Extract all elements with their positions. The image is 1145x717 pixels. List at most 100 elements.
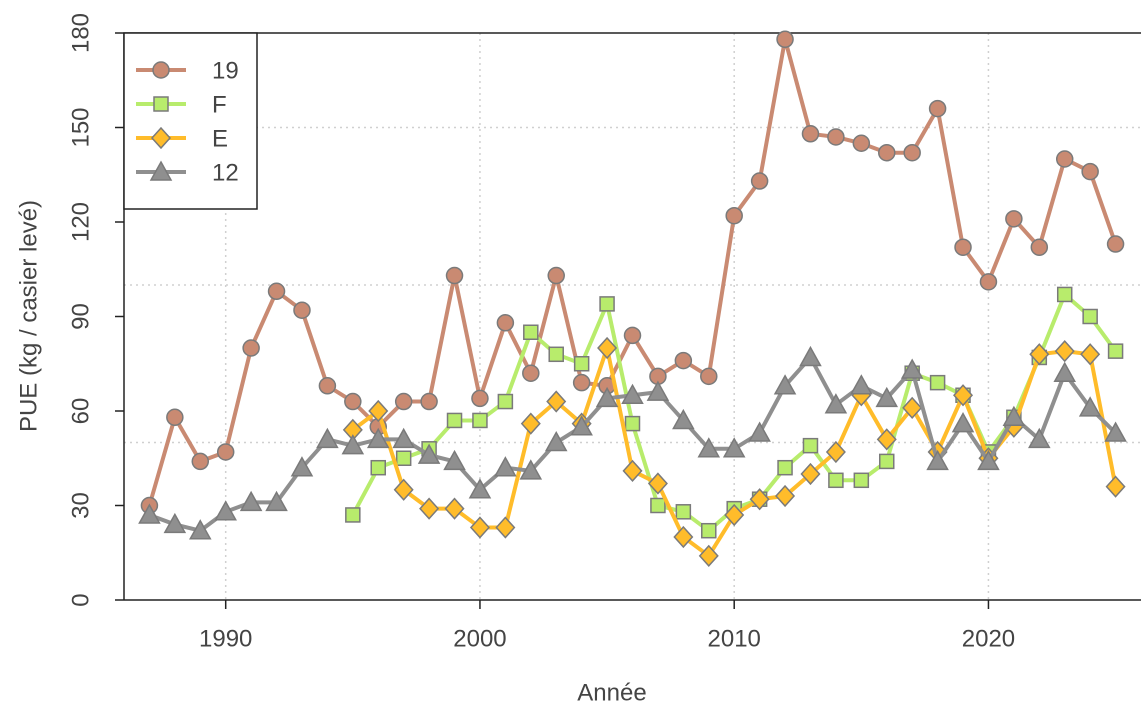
marker (242, 339, 260, 357)
marker (824, 393, 848, 414)
marker (954, 238, 972, 256)
marker (366, 427, 390, 449)
marker (929, 374, 946, 391)
marker (595, 386, 619, 408)
marker (853, 472, 870, 489)
series-line (148, 353, 1117, 533)
marker (522, 364, 540, 382)
marker (750, 172, 769, 190)
marker (979, 273, 998, 291)
x-axis-label: Année (577, 679, 646, 706)
marker (495, 516, 516, 539)
marker (879, 453, 895, 470)
marker (700, 367, 718, 386)
legend-box (123, 32, 258, 210)
marker (547, 266, 565, 285)
marker (697, 437, 721, 458)
marker (519, 459, 543, 480)
marker (420, 392, 438, 411)
marker (722, 437, 746, 458)
marker (1081, 162, 1099, 181)
marker (597, 336, 618, 360)
marker (1053, 361, 1076, 382)
marker (496, 314, 515, 332)
marker (394, 392, 413, 411)
marker (267, 282, 286, 301)
y-tick-label: 180 (67, 13, 94, 53)
marker (878, 143, 896, 162)
x-tick-label: 2020 (962, 625, 1015, 652)
marker (852, 134, 871, 152)
marker (290, 456, 314, 477)
marker (494, 456, 517, 477)
marker (773, 374, 797, 395)
marker (417, 443, 441, 464)
marker (419, 497, 440, 520)
marker (345, 507, 361, 523)
marker (445, 266, 464, 285)
y-tick-label: 150 (67, 107, 94, 147)
marker (316, 427, 339, 449)
marker (672, 408, 695, 430)
marker (392, 427, 415, 449)
marker (572, 373, 591, 392)
marker (163, 512, 187, 534)
marker (698, 544, 719, 568)
marker (370, 459, 386, 476)
marker (395, 450, 412, 466)
legend-label: F (212, 91, 227, 118)
y-tick-label: 120 (67, 202, 94, 242)
marker (799, 345, 822, 367)
marker (647, 472, 668, 495)
marker (776, 30, 794, 49)
marker (138, 503, 161, 524)
marker (469, 516, 490, 539)
marker (191, 452, 210, 471)
marker (368, 399, 389, 423)
marker (1056, 286, 1073, 303)
marker (802, 437, 819, 454)
marker (646, 380, 670, 401)
x-tick-label: 1990 (199, 625, 252, 652)
marker (801, 125, 820, 143)
marker (1005, 210, 1023, 228)
marker (1002, 405, 1026, 427)
marker (650, 497, 666, 514)
marker (903, 143, 921, 162)
legend-label: 12 (212, 159, 239, 186)
marker (239, 490, 263, 512)
marker (548, 346, 564, 363)
marker (953, 384, 974, 407)
marker (166, 408, 184, 427)
marker (472, 412, 488, 429)
y-axis-label: PUE (kg / casier levé) (15, 200, 42, 432)
marker (1055, 150, 1074, 168)
marker (1104, 421, 1127, 442)
marker (599, 296, 615, 312)
marker (546, 390, 567, 413)
legend-marker (152, 61, 170, 79)
marker (497, 393, 514, 410)
marker (393, 478, 414, 501)
marker (622, 459, 643, 482)
marker (977, 449, 1000, 471)
marker (725, 206, 743, 225)
marker (468, 478, 492, 499)
legend-marker (150, 126, 172, 150)
marker (1028, 427, 1051, 449)
marker (1106, 235, 1125, 253)
marker (876, 428, 897, 451)
marker (189, 519, 212, 540)
marker (775, 484, 796, 508)
marker (1082, 308, 1098, 325)
marker (624, 415, 641, 432)
legend-marker (153, 96, 169, 112)
marker (850, 374, 873, 395)
y-tick-label: 60 (67, 398, 94, 425)
marker (800, 462, 821, 486)
marker (951, 412, 975, 433)
marker (341, 434, 365, 455)
marker (623, 326, 642, 345)
marker (544, 430, 568, 452)
